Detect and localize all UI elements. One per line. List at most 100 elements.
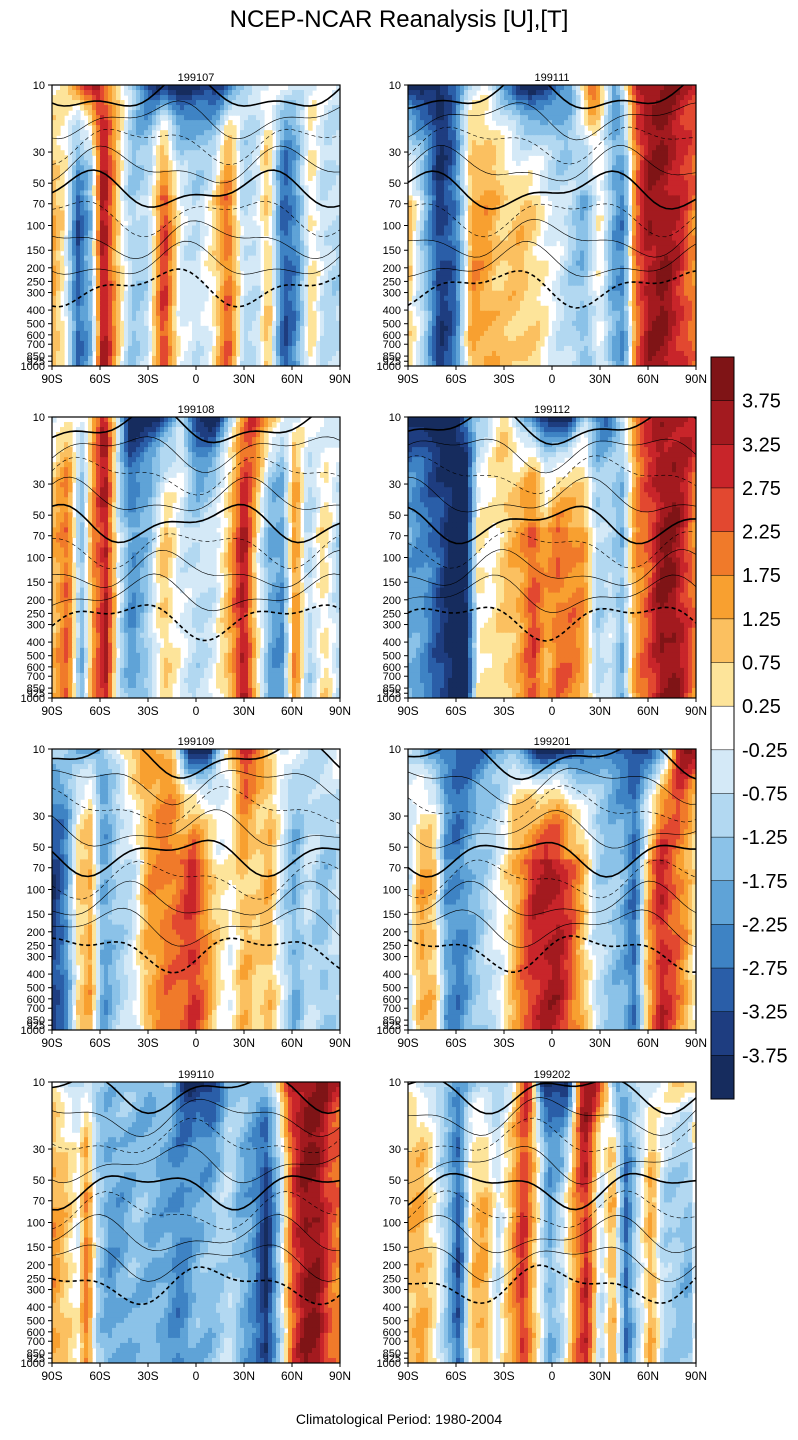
shade-cell <box>292 350 297 357</box>
shade-cell <box>180 285 185 292</box>
shade-cell <box>152 240 157 247</box>
shade-cell <box>152 340 157 347</box>
shade-cell <box>676 175 681 181</box>
shade-cell <box>236 275 241 282</box>
shade-cell <box>108 145 113 151</box>
shade-cell <box>72 210 77 217</box>
shade-cell <box>184 320 189 327</box>
shade-cell <box>412 160 417 166</box>
shade-cell <box>324 300 329 307</box>
shade-cell <box>84 150 89 156</box>
shade-cell <box>144 360 149 366</box>
shade-cell <box>280 230 285 237</box>
shade-cell <box>112 285 117 292</box>
shade-cell <box>496 180 501 186</box>
shade-cell <box>188 110 193 116</box>
shade-cell <box>128 100 133 106</box>
shade-cell <box>224 315 229 322</box>
shade-cell <box>328 285 333 292</box>
shade-cell <box>628 135 633 141</box>
shade-cell <box>260 205 265 212</box>
shade-cell <box>328 220 333 227</box>
shade-cell <box>680 115 685 121</box>
shade-cell <box>132 275 137 282</box>
shade-cell <box>68 350 73 357</box>
shade-cell <box>100 120 105 126</box>
shade-cell <box>184 295 189 302</box>
shade-cell <box>264 250 269 257</box>
shade-cell <box>200 90 205 96</box>
shade-cell <box>112 225 117 232</box>
shade-cell <box>164 180 169 186</box>
shade-cell <box>240 335 245 342</box>
shade-cell <box>72 355 77 362</box>
shade-cell <box>180 155 185 161</box>
shade-cell <box>300 315 305 322</box>
shade-cell <box>276 250 281 257</box>
shade-cell <box>104 285 109 292</box>
shade-cell <box>272 340 277 347</box>
shade-cell <box>216 330 221 337</box>
shade-cell <box>152 300 157 307</box>
shade-cell <box>672 180 677 186</box>
shade-cell <box>84 280 89 287</box>
shade-cell <box>188 280 193 287</box>
shade-cell <box>688 110 693 116</box>
shade-cell <box>52 335 57 342</box>
shade-cell <box>236 230 241 237</box>
shade-cell <box>268 270 273 277</box>
shade-cell <box>248 150 253 156</box>
shade-cell <box>156 155 161 161</box>
shade-cell <box>52 230 57 237</box>
shade-cell <box>108 235 113 242</box>
shade-cell <box>140 355 145 362</box>
shade-cell <box>576 90 581 96</box>
shade-cell <box>292 220 297 227</box>
shade-cell <box>112 315 117 322</box>
shade-cell <box>124 90 129 96</box>
shade-cell <box>336 185 340 191</box>
shade-cell <box>112 195 117 202</box>
shade-cell <box>256 260 261 267</box>
shade-cell <box>296 195 301 202</box>
shade-cell <box>224 200 229 207</box>
shade-cell <box>232 265 237 272</box>
shade-cell <box>420 175 425 181</box>
shade-cell <box>228 95 233 101</box>
shade-cell <box>256 320 261 327</box>
shade-cell <box>420 140 425 146</box>
shade-cell <box>460 175 465 181</box>
shade-cell <box>280 285 285 292</box>
shade-cell <box>660 150 665 156</box>
shade-cell <box>76 350 81 357</box>
shade-cell <box>272 300 277 307</box>
shade-cell <box>556 175 561 181</box>
shade-cell <box>288 290 293 297</box>
shade-cell <box>168 220 173 227</box>
shade-cell <box>416 150 421 156</box>
shade-cell <box>276 285 281 292</box>
shade-cell <box>200 215 205 222</box>
shade-cell <box>668 110 673 116</box>
shade-cell <box>444 120 449 126</box>
shade-cell <box>140 155 145 161</box>
shade-cell <box>620 90 625 96</box>
shade-cell <box>244 130 249 136</box>
shade-cell <box>312 265 317 272</box>
shade-cell <box>680 120 685 126</box>
shade-cell <box>96 140 101 146</box>
shade-cell <box>220 150 225 156</box>
shade-cell <box>324 220 329 227</box>
shade-cell <box>268 145 273 151</box>
shade-cell <box>420 150 425 156</box>
shade-cell <box>652 95 657 101</box>
shade-cell <box>132 195 137 202</box>
shade-cell <box>492 180 497 186</box>
shade-cell <box>488 185 493 191</box>
shade-cell <box>304 260 309 267</box>
shade-cell <box>568 135 573 141</box>
shade-cell <box>152 155 157 161</box>
shade-cell <box>104 340 109 347</box>
shade-cell <box>112 355 117 362</box>
shade-cell <box>172 285 177 292</box>
